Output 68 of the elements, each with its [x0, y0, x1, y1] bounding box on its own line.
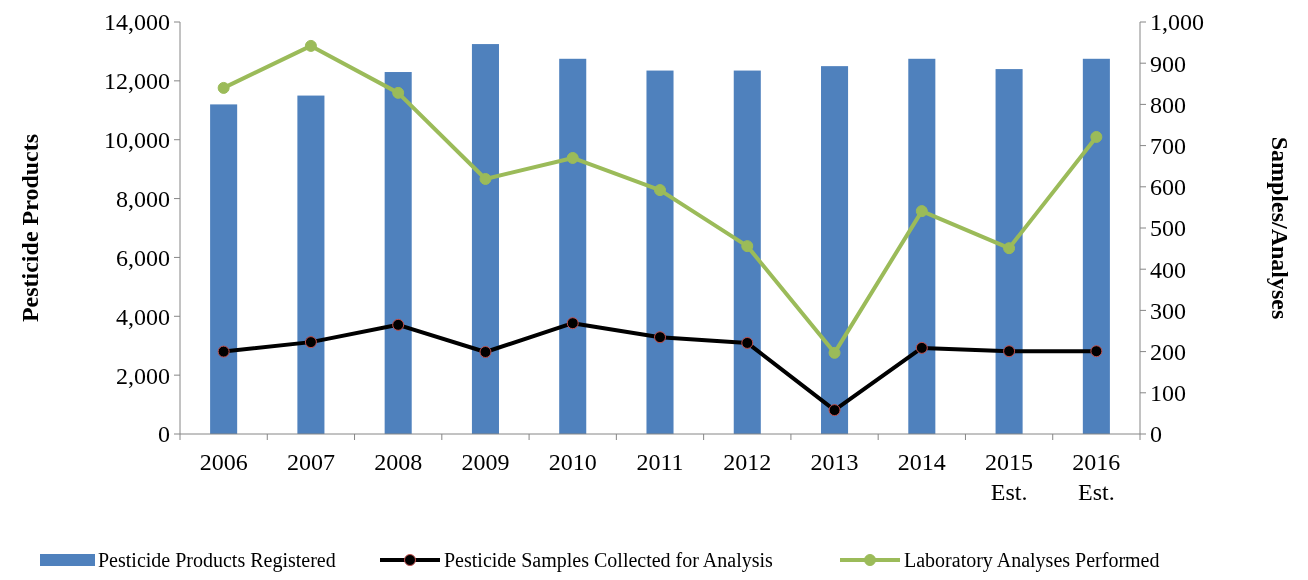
- y2-tick-label: 1,000: [1150, 9, 1204, 36]
- y2-tick-label: 500: [1150, 215, 1186, 242]
- legend-label: Pesticide Samples Collected for Analysis: [444, 549, 774, 572]
- y2-tick-label: 200: [1150, 339, 1186, 365]
- point: [479, 172, 492, 185]
- point: [1003, 242, 1016, 255]
- x-tick-label: 2007: [286, 449, 335, 475]
- y-tick-label: 6,000: [116, 244, 170, 271]
- x-tick-label: 2008: [374, 449, 423, 475]
- y-axis-title: Pesticide Products: [17, 133, 43, 323]
- point: [741, 240, 754, 253]
- point: [217, 81, 230, 94]
- point: [566, 151, 579, 164]
- x-tick-label: 2009: [461, 449, 510, 475]
- y2-tick-label: 800: [1150, 91, 1186, 118]
- bar: [384, 72, 412, 434]
- legend-label: Pesticide Products Registered: [98, 549, 336, 572]
- bar: [995, 69, 1023, 434]
- x-tick-label: 2014: [897, 449, 946, 475]
- x-tick-label: 2016 Est.: [1072, 449, 1121, 505]
- y2-tick-label: 300: [1150, 297, 1186, 324]
- y-tick-label: 14,000: [104, 9, 170, 36]
- bar: [733, 70, 761, 434]
- point: [828, 404, 841, 417]
- point: [566, 317, 579, 330]
- y-tick-label: 0: [158, 421, 170, 448]
- x-tick-label: 2011: [636, 449, 684, 475]
- bar: [908, 58, 936, 434]
- bar: [559, 58, 587, 434]
- point: [654, 184, 666, 197]
- y-tick-label: 12,000: [104, 68, 170, 95]
- y-tick-label: 10,000: [104, 127, 170, 154]
- y2-tick-label: 900: [1150, 50, 1186, 77]
- y2-tick-label: 400: [1150, 256, 1186, 283]
- point: [392, 318, 405, 331]
- y-tick-label: 8,000: [116, 185, 170, 212]
- bar: [646, 70, 674, 434]
- point: [304, 336, 317, 349]
- y2-tick-label: 700: [1150, 133, 1186, 159]
- point: [1090, 345, 1103, 358]
- bar: [821, 66, 849, 434]
- legend-label: Laboratory Analyses Performed: [904, 549, 1160, 572]
- y2-tick-label: 100: [1150, 380, 1186, 407]
- x-tick-label: 2006: [199, 449, 248, 475]
- point: [915, 341, 928, 354]
- y2-tick-label: 600: [1150, 174, 1186, 201]
- point: [1090, 130, 1103, 143]
- point: [392, 86, 405, 99]
- x-tick-label: 2010: [548, 449, 597, 475]
- point: [654, 331, 666, 344]
- x-tick-label: 2012: [723, 449, 772, 475]
- bar: [210, 104, 238, 434]
- y-tick-label: 2,000: [116, 362, 170, 389]
- y2-tick-label: 0: [1150, 421, 1162, 448]
- point: [828, 346, 841, 359]
- bar: [297, 95, 325, 434]
- point: [1003, 345, 1016, 358]
- x-tick-label: 2015 Est.: [985, 449, 1034, 505]
- bar: [1082, 58, 1110, 434]
- bar: [471, 44, 499, 434]
- point: [915, 205, 928, 218]
- y-tick-label: 4,000: [116, 303, 170, 330]
- y2-axis-title: Samples/Analyses: [1267, 136, 1293, 320]
- point: [304, 39, 317, 52]
- point: [479, 346, 492, 359]
- point: [741, 336, 754, 349]
- point: [217, 345, 230, 358]
- x-tick-label: 2013: [810, 449, 859, 475]
